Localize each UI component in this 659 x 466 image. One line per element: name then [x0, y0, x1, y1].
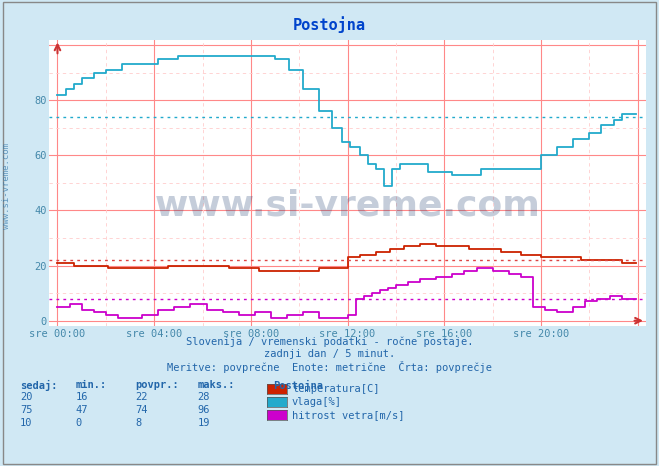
Text: 10: 10 — [20, 418, 32, 428]
Text: sedaj:: sedaj: — [20, 380, 57, 391]
Text: povpr.:: povpr.: — [135, 380, 179, 390]
Text: temperatura[C]: temperatura[C] — [292, 384, 380, 394]
Text: Meritve: povprečne  Enote: metrične  Črta: povprečje: Meritve: povprečne Enote: metrične Črta:… — [167, 361, 492, 373]
Text: Postojna: Postojna — [273, 380, 324, 391]
Text: www.si-vreme.com: www.si-vreme.com — [155, 189, 540, 223]
Text: 19: 19 — [198, 418, 210, 428]
Text: 0: 0 — [76, 418, 82, 428]
Text: hitrost vetra[m/s]: hitrost vetra[m/s] — [292, 410, 405, 420]
Text: 22: 22 — [135, 392, 148, 402]
Text: min.:: min.: — [76, 380, 107, 390]
Text: 74: 74 — [135, 405, 148, 415]
Text: vlaga[%]: vlaga[%] — [292, 397, 342, 407]
Text: 8: 8 — [135, 418, 141, 428]
Text: Slovenija / vremenski podatki - ročne postaje.: Slovenija / vremenski podatki - ročne po… — [186, 336, 473, 347]
Text: 16: 16 — [76, 392, 88, 402]
Text: 28: 28 — [198, 392, 210, 402]
Text: Postojna: Postojna — [293, 16, 366, 33]
Text: maks.:: maks.: — [198, 380, 235, 390]
Text: 96: 96 — [198, 405, 210, 415]
Text: 75: 75 — [20, 405, 32, 415]
Text: 47: 47 — [76, 405, 88, 415]
Text: www.si-vreme.com: www.si-vreme.com — [2, 144, 11, 229]
Text: 20: 20 — [20, 392, 32, 402]
Text: zadnji dan / 5 minut.: zadnji dan / 5 minut. — [264, 349, 395, 358]
